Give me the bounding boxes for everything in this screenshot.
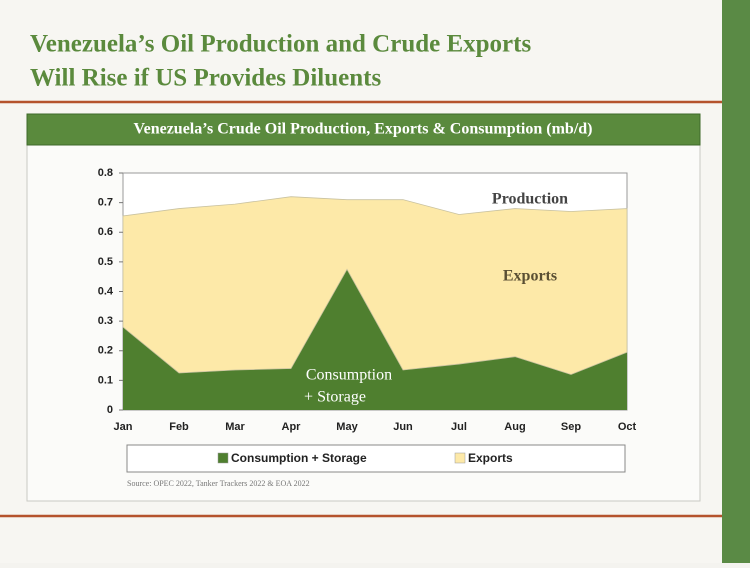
y-tick-label: 0.3 [98, 315, 113, 327]
y-tick-label: 0.8 [98, 167, 113, 179]
slide-title: Will Rise if US Provides Diluents [30, 65, 381, 92]
annotation: Exports [503, 268, 557, 285]
area [123, 269, 627, 410]
legend-swatch [454, 452, 466, 464]
y-tick-label: 0.5 [98, 256, 113, 268]
y-tick-label: 0.4 [98, 285, 114, 297]
x-tick-label: Jul [451, 421, 467, 433]
slide-title: Venezuela’s Oil Production and Crude Exp… [30, 31, 531, 58]
x-tick-label: Oct [618, 421, 637, 433]
annotation: Production [492, 191, 568, 208]
x-tick-label: Aug [504, 421, 525, 433]
x-tick-label: Jan [114, 421, 133, 433]
legend-label: Consumption + Storage [231, 451, 367, 465]
chart-header [26, 113, 701, 146]
annotation: + Storage [304, 389, 366, 406]
legend-swatch [217, 452, 229, 464]
source: Source: OPEC 2022, Tanker Trackers 2022 … [127, 479, 310, 488]
legend-label: Exports [468, 451, 513, 465]
y-tick-label: 0.2 [98, 345, 113, 357]
side-bar [722, 0, 750, 563]
x-tick-label: Apr [282, 421, 302, 433]
y-tick-label: 0 [107, 404, 113, 416]
x-tick-label: May [336, 421, 358, 433]
x-tick-label: Sep [561, 421, 581, 433]
area [122, 196, 628, 375]
x-tick-label: Mar [225, 421, 245, 433]
x-tick-label: Jun [393, 421, 413, 433]
x-tick-label: Feb [169, 421, 189, 433]
chart-title: Venezuela’s Crude Oil Production, Export… [134, 121, 593, 138]
y-tick-label: 0.6 [98, 226, 113, 238]
legend [126, 444, 626, 473]
y-tick-label: 0.7 [98, 197, 113, 209]
annotation: Consumption [306, 367, 392, 384]
y-tick-label: 0.1 [98, 374, 113, 386]
